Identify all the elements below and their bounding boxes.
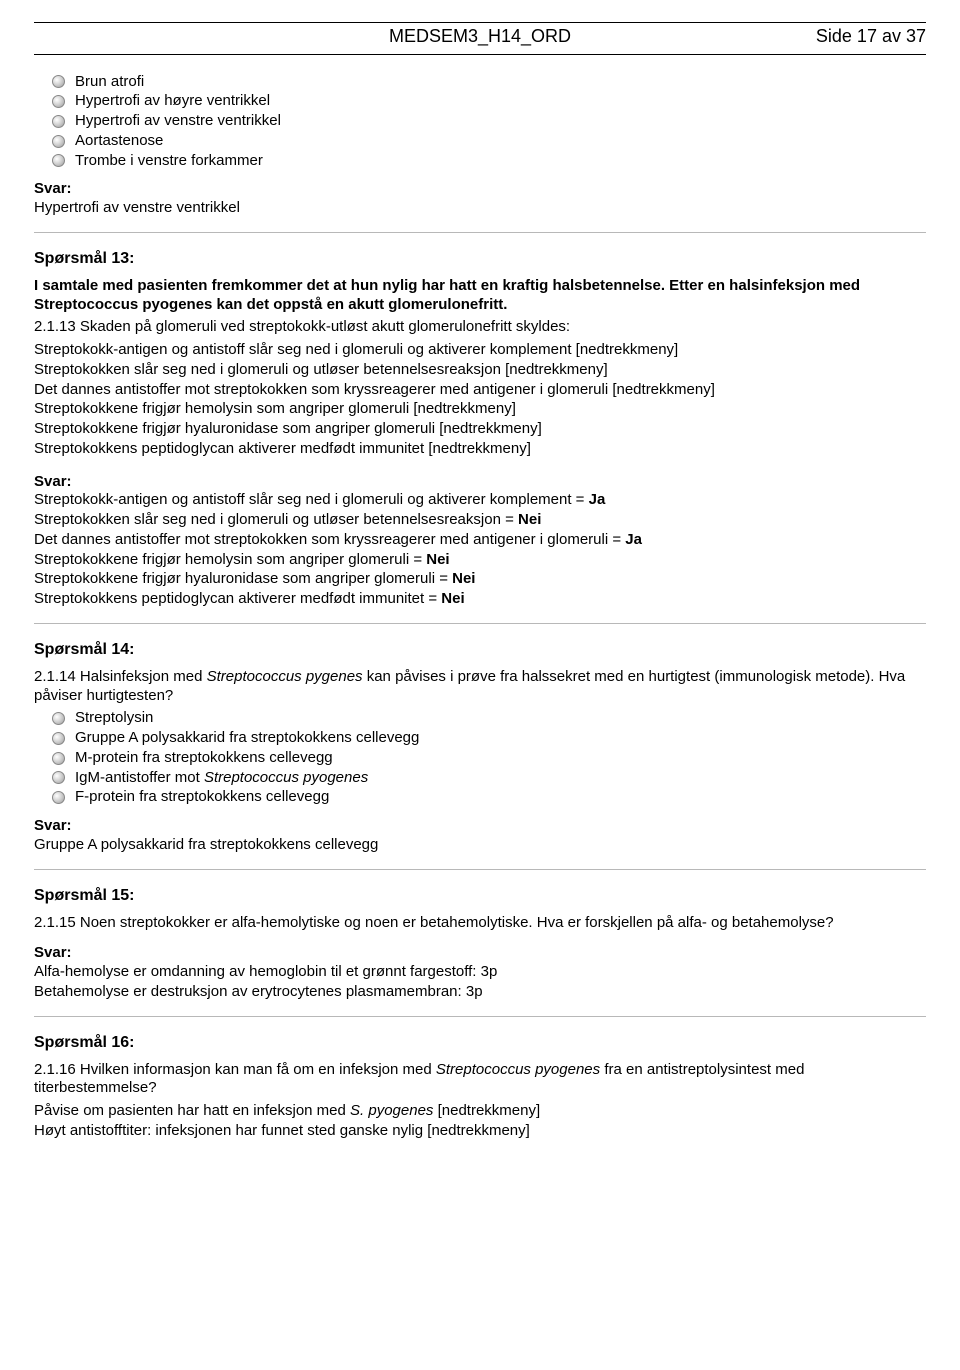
answer-list: Alfa-hemolyse er omdanning av hemoglobin…	[34, 963, 926, 1002]
list-item[interactable]: Aortastenose	[52, 132, 926, 151]
answer-line: Betahemolyse er destruksjon av erytrocyt…	[34, 983, 926, 1002]
radio-icon	[52, 154, 65, 167]
radio-icon	[52, 752, 65, 765]
radio-icon	[52, 115, 65, 128]
list-item[interactable]: Brun atrofi	[52, 73, 926, 92]
radio-icon	[52, 771, 65, 784]
statement-list: Påvise om pasienten har hatt en infeksjo…	[34, 1102, 926, 1141]
option-label: Brun atrofi	[75, 73, 144, 92]
option-label: Gruppe A polysakkarid fra streptokokkens…	[75, 729, 419, 748]
radio-icon	[52, 791, 65, 804]
divider	[34, 232, 926, 233]
list-item[interactable]: Hypertrofi av venstre ventrikkel	[52, 112, 926, 131]
option-label: Trombe i venstre forkammer	[75, 152, 263, 171]
option-label: F-protein fra streptokokkens cellevegg	[75, 788, 329, 807]
statement-list: Streptokokk-antigen og antistoff slår se…	[34, 341, 926, 459]
option-label: IgM-antistoffer mot Streptococcus pyogen…	[75, 769, 368, 788]
statement: Streptokokkene frigjør hemolysin som ang…	[34, 400, 926, 419]
statement: Streptokokk-antigen og antistoff slår se…	[34, 341, 926, 360]
page-header: MEDSEM3_H14_ORD Side 17 av 37	[34, 22, 926, 55]
answer-text: Gruppe A polysakkarid fra streptokokkens…	[34, 836, 926, 855]
question-title: Spørsmål 15:	[34, 886, 926, 906]
option-label: M-protein fra streptokokkens cellevegg	[75, 749, 333, 768]
list-item[interactable]: Hypertrofi av høyre ventrikkel	[52, 92, 926, 111]
question-intro-bold: I samtale med pasienten fremkommer det a…	[34, 277, 926, 315]
radio-icon	[52, 95, 65, 108]
radio-icon	[52, 732, 65, 745]
list-item[interactable]: M-protein fra streptokokkens cellevegg	[52, 749, 926, 768]
answer-list: Streptokokk-antigen og antistoff slår se…	[34, 491, 926, 609]
question-title: Spørsmål 14:	[34, 640, 926, 660]
statement: Streptokokkens peptidoglycan aktiverer m…	[34, 440, 926, 459]
question-intro: 2.1.16 Hvilken informasjon kan man få om…	[34, 1061, 926, 1099]
answer-line: Streptokokk-antigen og antistoff slår se…	[34, 491, 926, 510]
option-label: Aortastenose	[75, 132, 163, 151]
answer-line: Streptokokkene frigjør hemolysin som ang…	[34, 551, 926, 570]
initial-options-list: Brun atrofi Hypertrofi av høyre ventrikk…	[52, 73, 926, 171]
answer-line: Det dannes antistoffer mot streptokokken…	[34, 531, 926, 550]
question-title: Spørsmål 13:	[34, 249, 926, 269]
list-item[interactable]: F-protein fra streptokokkens cellevegg	[52, 788, 926, 807]
question-intro: 2.1.15 Noen streptokokker er alfa-hemoly…	[34, 914, 926, 933]
document-id: MEDSEM3_H14_ORD	[389, 25, 571, 48]
answer-line: Streptokokkens peptidoglycan aktiverer m…	[34, 590, 926, 609]
answer-line: Alfa-hemolyse er omdanning av hemoglobin…	[34, 963, 926, 982]
radio-icon	[52, 712, 65, 725]
option-label: Hypertrofi av høyre ventrikkel	[75, 92, 270, 111]
divider	[34, 869, 926, 870]
answer-line: Streptokokken slår seg ned i glomeruli o…	[34, 511, 926, 530]
answer-label: Svar:	[34, 944, 926, 963]
list-item[interactable]: Streptolysin	[52, 709, 926, 728]
options-list: Streptolysin Gruppe A polysakkarid fra s…	[52, 709, 926, 807]
statement: Høyt antistofftiter: infeksjonen har fun…	[34, 1122, 926, 1141]
statement: Påvise om pasienten har hatt en infeksjo…	[34, 1102, 926, 1121]
answer-label: Svar:	[34, 817, 926, 836]
question-intro: 2.1.14 Halsinfeksjon med Streptococcus p…	[34, 668, 926, 706]
radio-icon	[52, 75, 65, 88]
statement: Streptokokkene frigjør hyaluronidase som…	[34, 420, 926, 439]
list-item[interactable]: Gruppe A polysakkarid fra streptokokkens…	[52, 729, 926, 748]
option-label: Streptolysin	[75, 709, 153, 728]
answer-line: Streptokokkene frigjør hyaluronidase som…	[34, 570, 926, 589]
answer-label: Svar:	[34, 473, 926, 492]
divider	[34, 1016, 926, 1017]
divider	[34, 623, 926, 624]
page-number: Side 17 av 37	[816, 25, 926, 48]
statement: Det dannes antistoffer mot streptokokken…	[34, 381, 926, 400]
list-item[interactable]: Trombe i venstre forkammer	[52, 152, 926, 171]
radio-icon	[52, 135, 65, 148]
question-title: Spørsmål 16:	[34, 1033, 926, 1053]
answer-text: Hypertrofi av venstre ventrikkel	[34, 199, 926, 218]
option-label: Hypertrofi av venstre ventrikkel	[75, 112, 281, 131]
answer-label: Svar:	[34, 180, 926, 199]
statement: Streptokokken slår seg ned i glomeruli o…	[34, 361, 926, 380]
question-intro: 2.1.13 Skaden på glomeruli ved streptoko…	[34, 318, 926, 337]
list-item[interactable]: IgM-antistoffer mot Streptococcus pyogen…	[52, 769, 926, 788]
